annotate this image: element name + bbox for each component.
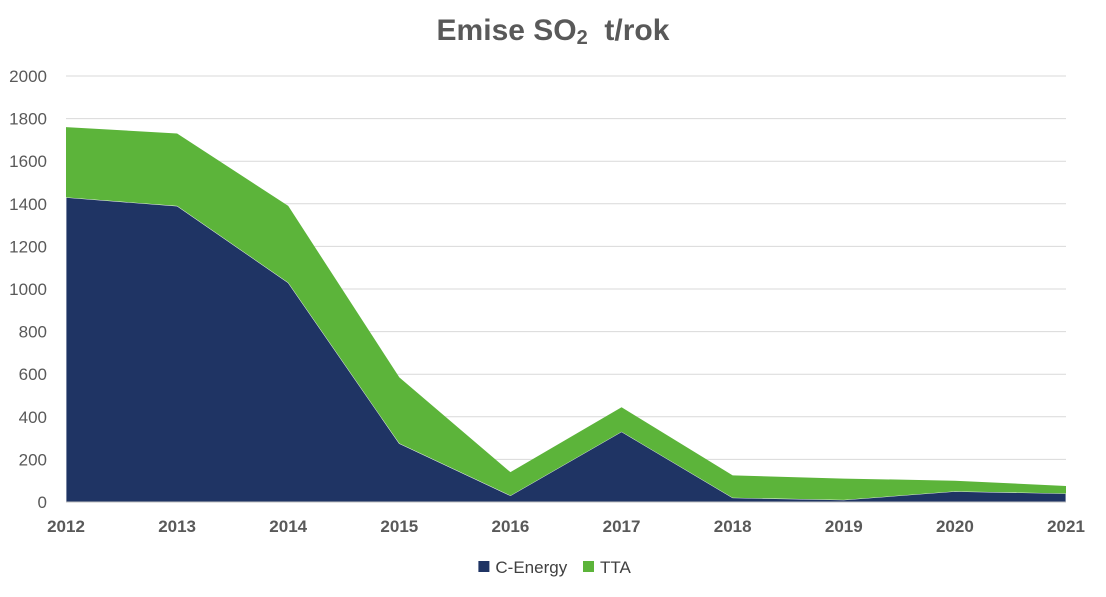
y-tick-label-200: 200	[19, 450, 47, 469]
y-tick-label-600: 600	[19, 365, 47, 384]
y-tick-label-1400: 1400	[9, 195, 47, 214]
y-tick-label-1200: 1200	[9, 237, 47, 256]
legend-label-c-energy: C-Energy	[495, 558, 567, 577]
y-tick-label-0: 0	[38, 493, 47, 512]
y-tick-label-1600: 1600	[9, 152, 47, 171]
x-tick-label-2019: 2019	[825, 517, 863, 536]
x-tick-label-2015: 2015	[380, 517, 418, 536]
y-tick-label-1800: 1800	[9, 110, 47, 129]
x-tick-label-2020: 2020	[936, 517, 974, 536]
x-tick-label-2016: 2016	[492, 517, 530, 536]
chart-title-unit: t/rok	[604, 14, 670, 47]
y-tick-label-1000: 1000	[9, 280, 47, 299]
x-tick-label-2021: 2021	[1047, 517, 1085, 536]
x-tick-label-2013: 2013	[158, 517, 196, 536]
x-tick-label-2012: 2012	[47, 517, 85, 536]
legend-label-tta: TTA	[600, 558, 632, 577]
x-tick-label-2017: 2017	[603, 517, 641, 536]
area-series-tta	[66, 127, 1066, 500]
x-tick-label-2014: 2014	[269, 517, 307, 536]
chart-title-main: Emise SO	[436, 14, 577, 47]
chart-title-subscript: 2	[576, 27, 588, 49]
y-tick-label-800: 800	[19, 323, 47, 342]
x-tick-label-2018: 2018	[714, 517, 752, 536]
legend-swatch-tta	[583, 561, 594, 572]
y-tick-label-2000: 2000	[9, 67, 47, 86]
y-tick-label-400: 400	[19, 408, 47, 427]
legend-swatch-c-energy	[478, 561, 490, 572]
chart-title: Emise SO2 t/rok	[0, 14, 1106, 50]
